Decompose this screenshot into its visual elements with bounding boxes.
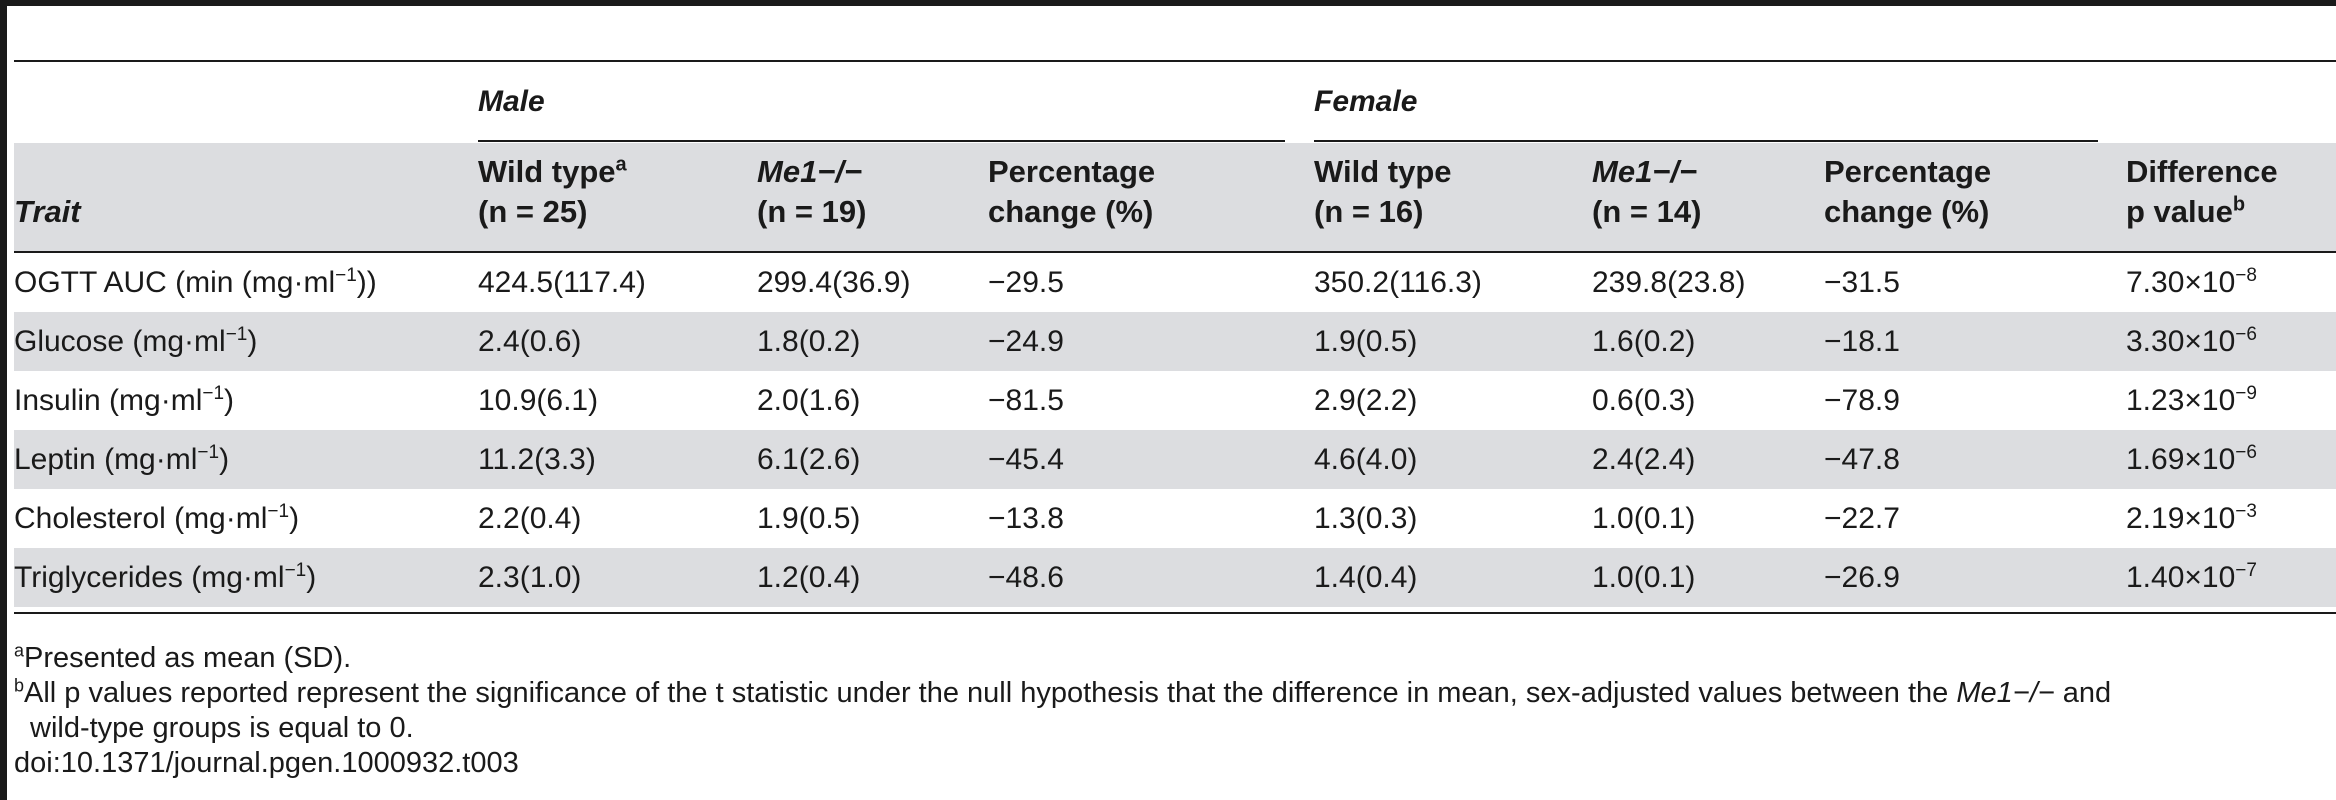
pct-male-cell: −48.6 [988, 561, 1064, 594]
wt-male-cell: 2.3(1.0) [478, 561, 582, 594]
column-header-wild-type-female: Wild type (n = 16) [1314, 154, 1452, 229]
me1-male-cell: 6.1(2.6) [757, 443, 861, 476]
wt-female-cell: 4.6(4.0) [1314, 443, 1418, 476]
trait-cell: Glucose (mg·ml−1) [14, 324, 258, 358]
pct-male-cell: −29.5 [988, 266, 1064, 299]
pct-female-cell: −47.8 [1824, 443, 1900, 476]
me1-male-cell: 1.8(0.2) [757, 325, 861, 358]
pct-male-cell: −81.5 [988, 384, 1064, 417]
doi-link[interactable]: doi:10.1371/journal.pgen.1000932.t003 [14, 747, 519, 779]
p-value-cell: 1.40×10−7 [2126, 560, 2257, 594]
header-rule [14, 251, 2336, 253]
trait-cell: Leptin (mg·ml−1) [14, 442, 230, 476]
table-row: Glucose (mg·ml−1) 2.4(0.6) 1.8(0.2) −24.… [14, 312, 2336, 371]
pct-female-cell: −18.1 [1824, 325, 1900, 358]
male-group-rule [478, 140, 1285, 142]
me1-female-cell: 1.6(0.2) [1592, 325, 1696, 358]
pct-male-cell: −13.8 [988, 502, 1064, 535]
me1-male-cell: 1.9(0.5) [757, 502, 861, 535]
wt-male-cell: 424.5(117.4) [478, 266, 646, 299]
me1-female-cell: 0.6(0.3) [1592, 384, 1696, 417]
pct-male-cell: −24.9 [988, 325, 1064, 358]
column-header-trait: Trait [14, 194, 81, 229]
column-header-pct-female: Percentage change (%) [1824, 154, 1992, 229]
trait-cell: OGTT AUC (min (mg·ml−1)) [14, 265, 377, 299]
left-border [0, 0, 7, 800]
table-row: Cholesterol (mg·ml−1) 2.2(0.4) 1.9(0.5) … [14, 489, 2336, 548]
trait-cell: Cholesterol (mg·ml−1) [14, 501, 300, 535]
p-value-cell: 1.69×10−6 [2126, 442, 2257, 476]
wt-female-cell: 1.3(0.3) [1314, 502, 1418, 535]
group-header-female: Female [1314, 85, 1418, 118]
wt-male-cell: 2.4(0.6) [478, 325, 582, 358]
column-header-p-value: Difference p valueb [2126, 154, 2278, 229]
me1-female-cell: 239.8(23.8) [1592, 266, 1746, 299]
column-header-me1-male: Me1−/− (n = 19) [757, 154, 867, 229]
pct-female-cell: −31.5 [1824, 266, 1900, 299]
wt-female-cell: 350.2(116.3) [1314, 266, 1482, 299]
p-value-cell: 2.19×10−3 [2126, 501, 2257, 535]
header-band [14, 143, 2336, 251]
table-bottom-rule [14, 612, 2336, 614]
trait-cell: Insulin (mg·ml−1) [14, 383, 235, 417]
me1-male-cell: 1.2(0.4) [757, 561, 861, 594]
me1-female-cell: 1.0(0.1) [1592, 502, 1696, 535]
female-group-rule [1314, 140, 2098, 142]
footnote-b: bAll p values reported represent the sig… [14, 675, 2112, 709]
column-header-wild-type-male: Wild typea (n = 25) [478, 153, 627, 229]
pct-female-cell: −26.9 [1824, 561, 1900, 594]
p-value-cell: 7.30×10−8 [2126, 265, 2257, 299]
pct-female-cell: −78.9 [1824, 384, 1900, 417]
wt-male-cell: 10.9(6.1) [478, 384, 599, 417]
wt-female-cell: 1.4(0.4) [1314, 561, 1418, 594]
table-top-rule [14, 60, 2336, 62]
footnote-b-continuation: wild-type groups is equal to 0. [30, 712, 414, 744]
wt-male-cell: 2.2(0.4) [478, 502, 582, 535]
wt-female-cell: 2.9(2.2) [1314, 384, 1418, 417]
column-header-pct-male: Percentage change (%) [988, 154, 1156, 229]
me1-male-cell: 299.4(36.9) [757, 266, 911, 299]
table-row: Leptin (mg·ml−1) 11.2(3.3) 6.1(2.6) −45.… [14, 430, 2336, 489]
me1-female-cell: 1.0(0.1) [1592, 561, 1696, 594]
trait-cell: Triglycerides (mg·ml−1) [14, 560, 317, 594]
top-border [0, 0, 2336, 6]
group-header-male: Male [478, 85, 545, 118]
wt-male-cell: 11.2(3.3) [478, 443, 596, 476]
pct-female-cell: −22.7 [1824, 502, 1900, 535]
footnote-a: aPresented as mean (SD). [14, 640, 352, 674]
p-value-cell: 1.23×10−9 [2126, 383, 2257, 417]
column-header-me1-female: Me1−/− (n = 14) [1592, 154, 1702, 229]
wt-female-cell: 1.9(0.5) [1314, 325, 1418, 358]
table-row: OGTT AUC (min (mg·ml−1)) 424.5(117.4) 29… [14, 253, 2336, 312]
p-value-cell: 3.30×10−6 [2126, 324, 2257, 358]
table-row: Insulin (mg·ml−1) 10.9(6.1) 2.0(1.6) −81… [14, 371, 2336, 430]
table-row: Triglycerides (mg·ml−1) 2.3(1.0) 1.2(0.4… [14, 548, 2336, 607]
pct-male-cell: −45.4 [988, 443, 1064, 476]
me1-female-cell: 2.4(2.4) [1592, 443, 1696, 476]
me1-male-cell: 2.0(1.6) [757, 384, 861, 417]
table-body: OGTT AUC (min (mg·ml−1)) 424.5(117.4) 29… [14, 253, 2336, 607]
